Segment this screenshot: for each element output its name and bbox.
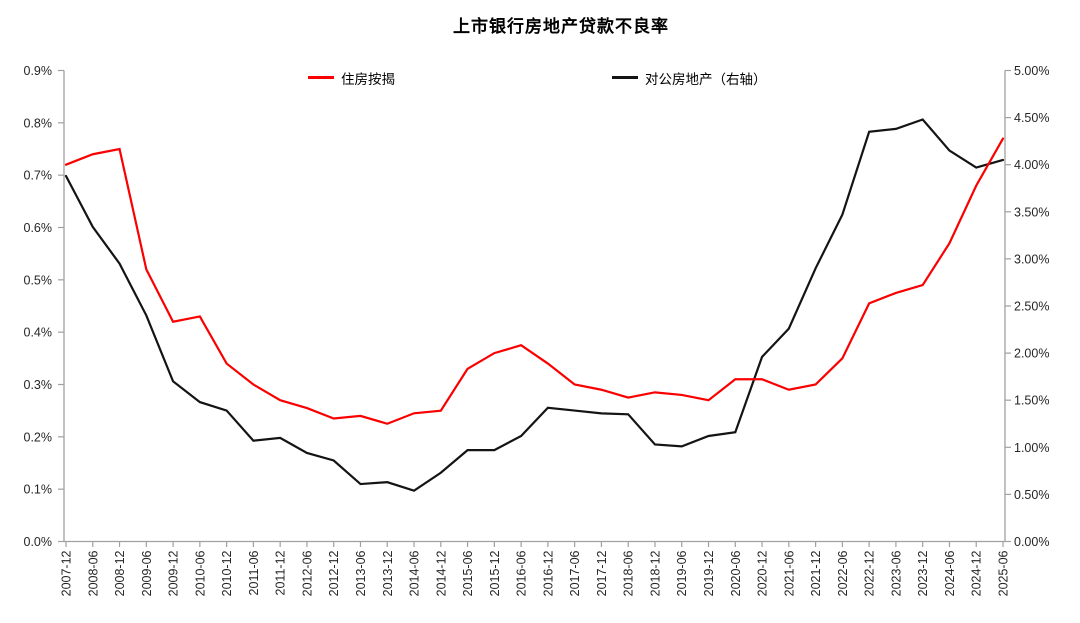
right-axis-tick-label: 5.00% bbox=[1014, 64, 1049, 78]
series-line-corporate-real-estate bbox=[64, 118, 1005, 492]
legend-swatch-corporate-line bbox=[612, 76, 638, 79]
x-axis-tick-label: 2009-06 bbox=[140, 550, 154, 596]
legend-swatch-mortgage-line bbox=[308, 76, 334, 79]
left-axis-tick-label: 0.5% bbox=[24, 273, 53, 287]
left-axis-tick-label: 0.1% bbox=[24, 483, 53, 497]
x-axis-tick-label: 2017-06 bbox=[568, 550, 582, 596]
x-axis-tick-label: 2016-06 bbox=[515, 550, 529, 596]
x-axis-tick-label: 2019-12 bbox=[702, 550, 716, 596]
left-axis-tick-label: 0.2% bbox=[24, 430, 53, 444]
x-axis-tick-label: 2018-12 bbox=[648, 550, 662, 596]
x-axis-tick-label: 2022-12 bbox=[863, 550, 877, 596]
x-axis-tick-label: 2013-06 bbox=[354, 550, 368, 596]
x-axis-tick-label: 2010-12 bbox=[220, 550, 234, 596]
left-axis-tick-label: 0.6% bbox=[24, 221, 53, 235]
right-axis-tick-label: 1.50% bbox=[1014, 394, 1049, 408]
right-axis-tick-label: 4.00% bbox=[1014, 158, 1049, 172]
left-axis-tick-label: 0.3% bbox=[24, 378, 53, 392]
x-axis-tick-label: 2012-06 bbox=[300, 550, 314, 596]
right-axis-tick-label: 1.00% bbox=[1014, 441, 1049, 455]
x-axis-tick-label: 2025-06 bbox=[997, 550, 1011, 596]
left-axis-tick-label: 0.7% bbox=[24, 169, 53, 183]
right-axis-tick-label: 0.00% bbox=[1014, 535, 1049, 549]
legend-item-mortgage: 住房按揭 bbox=[308, 70, 395, 87]
left-axis-tick-label: 0.9% bbox=[24, 64, 53, 78]
x-axis-tick-label: 2017-12 bbox=[595, 550, 609, 596]
right-axis-tick-label: 2.50% bbox=[1014, 300, 1049, 314]
x-axis-tick-label: 2014-06 bbox=[408, 550, 422, 596]
x-axis-tick-label: 2020-06 bbox=[729, 550, 743, 596]
right-axis-tick-label: 2.00% bbox=[1014, 347, 1049, 361]
x-axis-tick-label: 2023-06 bbox=[889, 550, 903, 596]
left-axis-tick-label: 0.8% bbox=[24, 116, 53, 130]
series-line-mortgage bbox=[64, 137, 1005, 425]
x-axis-tick-label: 2023-12 bbox=[916, 550, 930, 596]
legend-label-mortgage: 住房按揭 bbox=[341, 71, 395, 87]
x-axis-tick-label: 2018-06 bbox=[622, 550, 636, 596]
left-axis-tick-label: 0.4% bbox=[24, 326, 53, 340]
x-axis-tick-label: 2016-12 bbox=[541, 550, 555, 596]
x-axis-tick-label: 2020-12 bbox=[756, 550, 770, 596]
x-axis-tick-label: 2009-12 bbox=[167, 550, 181, 596]
x-axis-tick-label: 2008-12 bbox=[113, 550, 127, 596]
x-axis-tick-label: 2015-06 bbox=[461, 550, 475, 596]
x-axis-tick-label: 2021-06 bbox=[782, 550, 796, 596]
x-axis-tick-label: 2014-12 bbox=[434, 550, 448, 596]
x-axis-tick-label: 2022-06 bbox=[836, 550, 850, 596]
x-axis-tick-label: 2011-12 bbox=[274, 550, 288, 595]
x-axis-tick-label: 2019-06 bbox=[675, 550, 689, 596]
chart-title: 上市银行房地产贷款不良率 bbox=[453, 17, 669, 36]
x-axis-tick-label: 2010-06 bbox=[193, 550, 207, 596]
x-axis-tick-label: 2015-12 bbox=[488, 550, 502, 596]
x-axis-tick-label: 2011-06 bbox=[247, 550, 261, 595]
legend-item-corporate: 对公房地产（右轴） bbox=[612, 70, 767, 87]
x-axis-tick-label: 2024-12 bbox=[970, 550, 984, 596]
x-axis-tick-label: 2021-12 bbox=[809, 550, 823, 596]
left-axis-tick-label: 0.0% bbox=[24, 535, 53, 549]
legend-label-corporate: 对公房地产（右轴） bbox=[645, 71, 767, 87]
x-axis-tick-label: 2024-06 bbox=[943, 550, 957, 596]
right-axis-tick-label: 3.50% bbox=[1014, 205, 1049, 219]
x-axis-tick-label: 2008-06 bbox=[86, 550, 100, 596]
x-axis-tick-label: 2012-12 bbox=[327, 550, 341, 596]
right-axis-tick-label: 4.50% bbox=[1014, 111, 1049, 125]
x-axis-tick-label: 2007-12 bbox=[60, 550, 74, 596]
right-axis-tick-label: 0.50% bbox=[1014, 488, 1049, 502]
right-axis-tick-label: 3.00% bbox=[1014, 252, 1049, 266]
x-axis-tick-label: 2013-12 bbox=[381, 550, 395, 596]
